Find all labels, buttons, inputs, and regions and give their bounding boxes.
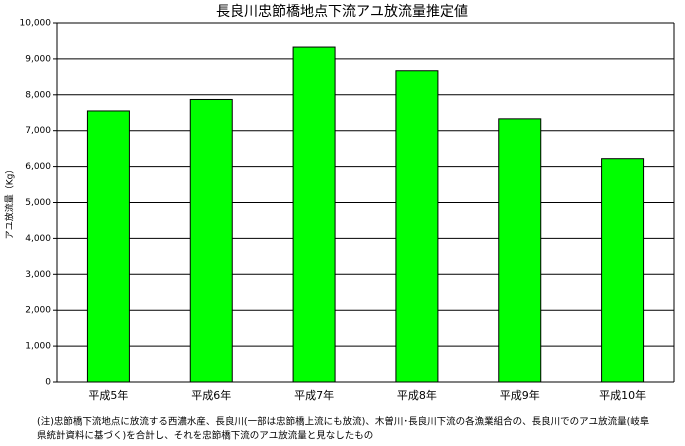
y-tick-label: 7,000 xyxy=(25,126,51,136)
y-tick-label: 8,000 xyxy=(25,90,51,100)
x-tick-label: 平成7年 xyxy=(294,388,334,402)
chart-title: 長良川忠節橋地点下流アユ放流量推定値 xyxy=(216,3,468,20)
y-tick-label: 3,000 xyxy=(25,270,51,280)
x-tick-label: 平成10年 xyxy=(599,388,646,402)
y-tick-label: 6,000 xyxy=(25,162,51,172)
y-axis-label: アユ放流量（Kg） xyxy=(4,165,16,240)
y-tick-label: 9,000 xyxy=(25,54,51,64)
x-tick-label: 平成5年 xyxy=(88,388,128,402)
y-tick-label: 10,000 xyxy=(20,19,52,29)
note: 県統計資料に基づく)を合計し、それを忠節橋下流のアユ放流量と見なしたもの xyxy=(37,430,373,442)
bar xyxy=(395,70,439,383)
x-tick-label: 平成9年 xyxy=(500,388,540,402)
bar xyxy=(189,98,233,383)
bar xyxy=(498,118,542,383)
x-tick-label: 平成8年 xyxy=(397,388,437,402)
y-tick-label: 2,000 xyxy=(25,306,51,316)
y-tick-label: 1,000 xyxy=(25,342,51,352)
y-tick-label: 4,000 xyxy=(25,234,51,244)
note: (注)忠節橋下流地点に放流する西濃水産、長良川(一部は忠節橋上流にも放流)、木曽… xyxy=(37,416,649,428)
bar xyxy=(86,110,130,383)
x-tick-label: 平成6年 xyxy=(191,388,231,402)
y-tick-label: 0 xyxy=(45,378,51,388)
bar xyxy=(601,158,645,383)
y-tick-label: 5,000 xyxy=(25,198,51,208)
bar xyxy=(292,46,336,383)
